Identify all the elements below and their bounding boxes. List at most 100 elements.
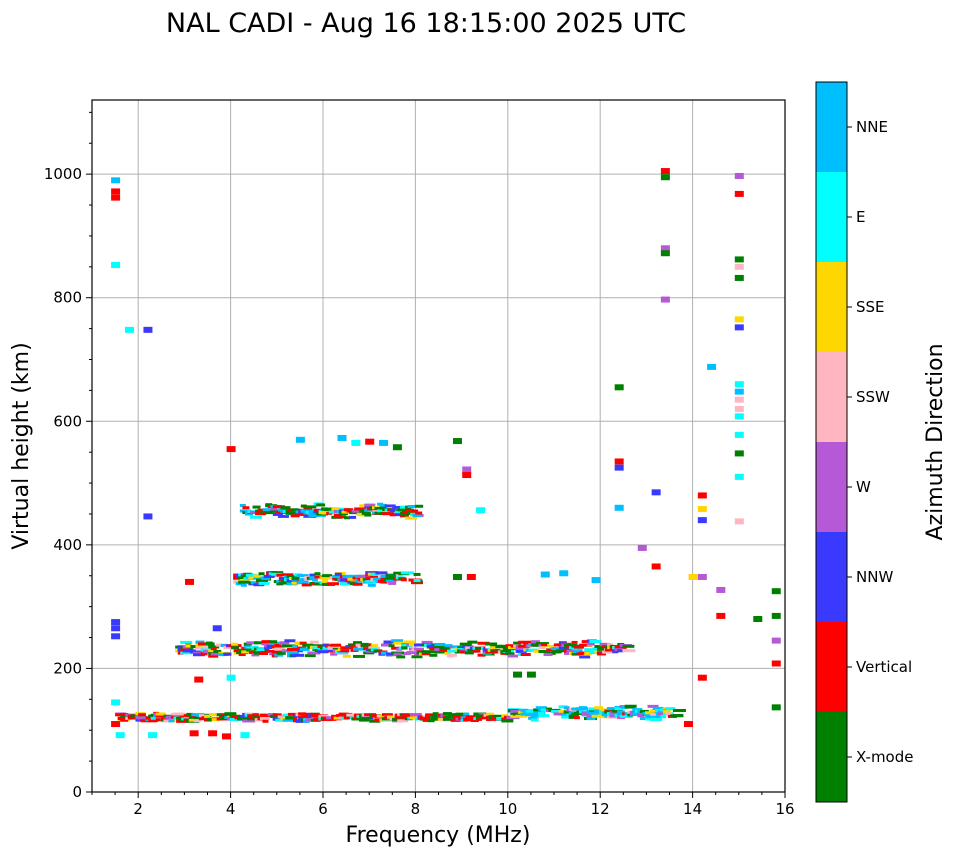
echo-trace-point [392,505,402,509]
echo-trace-point [403,640,415,644]
echo-trace-point [168,719,175,723]
echo-point [614,384,624,391]
echo-trace-point [393,641,405,645]
echo-trace-point [422,718,430,722]
echo-trace-point [231,646,240,650]
echo-trace-point [612,650,619,654]
echo-trace-point [240,574,248,578]
echo-trace-point [286,575,297,579]
colorbar-tick-label: SSW [856,388,890,406]
echo-point [734,324,744,331]
echo-trace-point [359,504,367,508]
echo-trace-point [252,715,261,719]
echo-trace-point [426,644,434,648]
echo-trace-point [269,641,280,645]
echo-trace-point [501,719,514,723]
x-tick-label: 2 [133,800,143,818]
echo-trace-point [647,715,661,719]
colorbar-tick-label: W [856,478,871,496]
echo-trace-point [579,643,593,647]
echo-trace-point [352,582,363,586]
echo-trace-point [237,717,251,721]
echo-trace-point [647,704,659,708]
echo-point [462,472,472,479]
echo-trace-point [353,647,366,651]
echo-trace-point [344,516,351,520]
echo-trace-point [343,716,350,720]
echo-trace-point [193,716,203,720]
echo-trace-point [282,718,295,722]
echo-trace-point [321,511,332,515]
echo-trace-point [370,644,378,648]
echo-trace-point [410,509,419,513]
echo-trace-point [374,511,385,515]
echo-trace-point [334,572,342,576]
echo-trace-point [609,714,617,718]
echo-trace-point [262,719,269,723]
echo-point [559,570,569,577]
echo-trace-point [345,645,352,649]
echo-trace-point [253,641,265,645]
echo-trace-point [272,713,282,717]
echo-trace-point [632,708,643,712]
echo-trace-point [292,644,299,648]
echo-trace-point [478,712,486,716]
echo-trace-point [296,574,309,578]
colorbar-tick-label: X-mode [856,748,913,766]
echo-trace-point [342,654,351,658]
echo-trace-point [322,574,333,578]
echo-trace-point [261,640,271,644]
echo-trace-point [223,652,232,656]
echo-trace-point [278,577,288,581]
chart-title: NAL CADI - Aug 16 18:15:00 2025 UTC [166,8,686,39]
echo-trace-point [350,644,358,648]
echo-trace-point [637,714,645,718]
echo-trace-point [384,504,396,508]
echo-trace-point [520,712,529,716]
x-axis-ticks: 2 4 6 8 10 12 14 16 [91,792,795,818]
echo-trace-point [533,649,540,653]
echo-point [660,245,670,252]
echo-trace-point [589,707,598,711]
echo-point [115,732,125,739]
echo-trace-point [173,712,186,716]
echo-trace-point [190,645,199,649]
echo-point [716,586,726,593]
echo-trace-point [176,719,189,723]
echo-trace-point [650,712,657,716]
echo-point [189,730,199,737]
echo-trace-point [120,712,129,716]
echo-trace-point [336,515,347,519]
echo-trace-point [349,515,357,519]
echo-trace-point [478,716,488,720]
echo-trace-point [327,648,336,652]
echo-trace-point [530,714,541,718]
echo-trace-point [374,718,384,722]
echo-trace-point [215,643,223,647]
echo-trace-point [556,643,564,647]
echo-point [143,326,153,333]
echo-trace-point [614,707,624,711]
echo-trace-point [261,642,275,646]
echo-trace-point [252,505,261,509]
echo-trace-point [274,643,282,647]
echo-trace-point [477,653,486,657]
echo-trace-point [450,718,460,722]
echo-point [734,518,744,525]
echo-trace-point [382,512,395,516]
echo-point [734,172,744,179]
echo-trace-point [246,641,259,645]
echo-trace-point [492,650,502,654]
echo-trace-point [472,649,481,653]
echo-trace-point [548,644,555,648]
echo-trace-point [396,655,406,659]
echo-trace-point [373,649,383,653]
echo-point [124,326,134,333]
echo-trace-point [377,509,387,513]
echo-trace-point [422,716,436,720]
echo-trace-point [271,645,283,649]
echo-trace-point [327,646,339,650]
echo-trace-point [262,508,271,512]
echo-trace-point [599,643,611,647]
echo-trace-point [271,571,284,575]
